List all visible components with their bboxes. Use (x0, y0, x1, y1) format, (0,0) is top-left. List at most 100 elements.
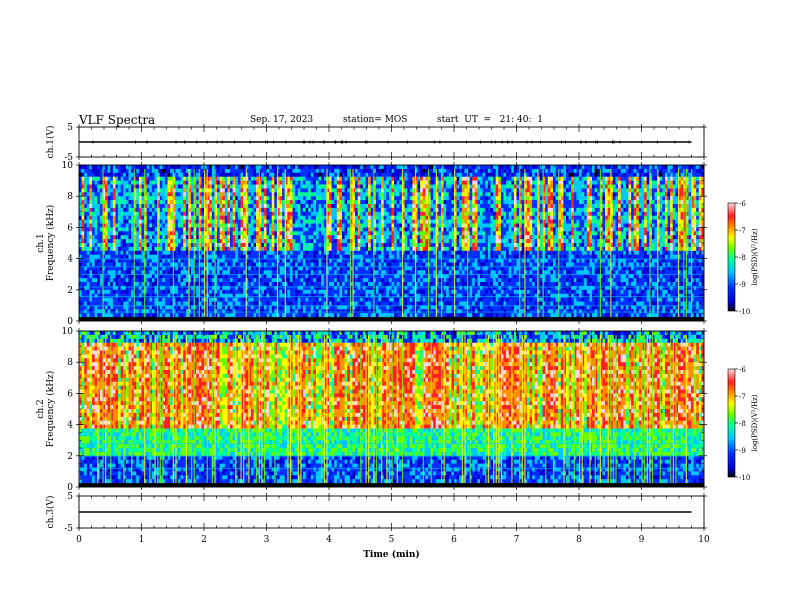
spectrogram-cell (209, 204, 212, 208)
spectrogram-cell (142, 270, 145, 274)
spectrogram-cell (212, 239, 215, 243)
spectrogram-cell (248, 196, 251, 200)
spectrogram-cell (300, 177, 303, 181)
spectrogram-cell (355, 294, 358, 298)
spectrogram-cell (261, 270, 264, 274)
spectrogram-cell (235, 286, 238, 290)
spectrogram-cell (121, 192, 124, 196)
spectrogram-cell (123, 298, 126, 302)
spectrogram-cell (131, 165, 134, 169)
spectrogram-cell (142, 212, 145, 216)
spectrogram-cell (175, 247, 178, 251)
spectrogram-cell (220, 235, 223, 239)
spectrogram-cell (196, 173, 199, 177)
spectrogram-cell (230, 235, 233, 239)
spectrogram-cell (183, 263, 186, 267)
spectrogram-cell (264, 216, 267, 220)
spectrogram-cell (170, 282, 173, 286)
spectrogram-cell (160, 177, 163, 181)
spectrogram-streak (204, 169, 205, 317)
spectrogram-cell (261, 212, 264, 216)
spectrogram-cell (89, 298, 92, 302)
spectrogram-cell (113, 302, 116, 306)
spectrogram-cell (295, 208, 298, 212)
spectrogram-cell (371, 185, 374, 189)
spectrogram-cell (149, 177, 152, 181)
spectrogram-cell (282, 239, 285, 243)
spectrogram-cell (97, 188, 100, 192)
spectrogram-cell (251, 286, 254, 290)
spectrogram-cell (337, 165, 340, 169)
spectrogram-cell (261, 196, 264, 200)
spectrogram-cell (183, 204, 186, 208)
spectrogram-cell (212, 173, 215, 177)
spectrogram-cell (308, 313, 311, 317)
spectrogram-cell (347, 294, 350, 298)
spectrogram-cell (253, 239, 256, 243)
spectrogram-cell (308, 188, 311, 192)
spectrogram-cell (319, 313, 322, 317)
spectrogram-cell (235, 204, 238, 208)
spectrogram-cell (282, 231, 285, 235)
spectrogram-cell (128, 251, 131, 255)
spectrogram-cell (246, 165, 249, 169)
spectrogram-cell (300, 204, 303, 208)
spectrogram-cell (170, 200, 173, 204)
spectrogram-cell (339, 251, 342, 255)
spectrogram-cell (282, 313, 285, 317)
spectrogram-cell (82, 216, 85, 220)
spectrogram-cell (358, 231, 361, 235)
spectrogram-cell (126, 235, 129, 239)
spectrogram-cell (126, 220, 129, 224)
spectrogram-cell (168, 188, 171, 192)
spectrogram-cell (376, 227, 379, 231)
spectrogram-cell (371, 169, 374, 173)
spectrogram-cell (384, 196, 387, 200)
spectrogram-cell (321, 278, 324, 282)
spectrogram-cell (342, 224, 345, 228)
spectrogram-cell (128, 204, 131, 208)
spectrogram-cell (319, 227, 322, 231)
spectrogram-cell (378, 185, 381, 189)
spectrogram-cell (240, 313, 243, 317)
spectrogram-cell (295, 243, 298, 247)
spectrogram-cell (253, 216, 256, 220)
spectrogram-cell (92, 235, 95, 239)
spectrogram-cell (243, 247, 246, 251)
spectrogram-cell (220, 302, 223, 306)
spectrogram-cell (347, 270, 350, 274)
spectrogram-cell (311, 302, 314, 306)
spectrogram-cell (95, 302, 98, 306)
spectrogram-cell (316, 192, 319, 196)
spectrogram-cell (358, 243, 361, 247)
spectrogram-cell (303, 270, 306, 274)
spectrogram-cell (324, 313, 327, 317)
spectrogram-cell (225, 290, 228, 294)
spectrogram-cell (272, 185, 275, 189)
spectrogram-cell (389, 204, 392, 208)
spectrogram-cell (256, 165, 259, 169)
spectrogram-cell (248, 255, 251, 259)
spectrogram-cell (149, 282, 152, 286)
spectrogram-cell (87, 192, 90, 196)
spectrogram-cell (89, 185, 92, 189)
spectrogram-cell (196, 313, 199, 317)
spectrogram-cell (139, 208, 142, 212)
spectrogram-cell (303, 290, 306, 294)
spectrogram-cell (287, 177, 290, 181)
spectrogram-cell (248, 165, 251, 169)
spectrogram-cell (136, 227, 139, 231)
spectrogram-cell (181, 243, 184, 247)
spectrogram-cell (300, 220, 303, 224)
spectrogram-cell (347, 196, 350, 200)
spectrogram-cell (264, 309, 267, 313)
spectrogram-cell (155, 255, 158, 259)
spectrogram-cell (123, 263, 126, 267)
spectrogram-cell (230, 216, 233, 220)
spectrogram-cell (365, 181, 368, 185)
spectrogram-cell (147, 208, 150, 212)
spectrogram-cell (261, 278, 264, 282)
spectrogram-cell (123, 239, 126, 243)
spectrogram-cell (295, 231, 298, 235)
spectrogram-streak (207, 169, 208, 317)
